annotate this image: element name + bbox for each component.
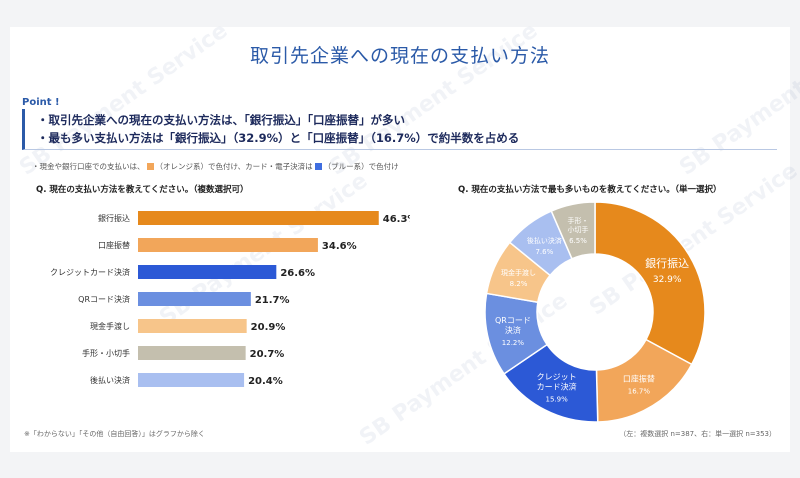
donut-slice-label: QRコード	[495, 316, 531, 325]
bar-category-label: 手形・小切手	[82, 348, 130, 358]
donut-slice	[594, 201, 706, 366]
bar	[138, 319, 247, 333]
bar	[138, 346, 246, 360]
donut-slice-label-group: 口座振替 16.7%	[623, 374, 655, 396]
donut-chart: 銀行振込 32.9% 口座振替 16.7% クレジットカード決済 15.9% QRコード決済…	[484, 201, 706, 423]
note-blue: （ブルー系）で色付け	[323, 162, 399, 171]
note-prefix: ・現金や銀行口座での支払いは、	[32, 162, 145, 171]
donut-slice-label: 口座振替	[623, 374, 655, 384]
note-orange: （オレンジ系）で色付け、カード・電子決済は	[155, 162, 313, 171]
donut-chart-question: Q. 現在の支払い方法で最も多いものを教えてください。（単一選択）	[458, 185, 722, 195]
point-line-1: ・取引先企業への現在の支払い方法は、「銀行振込」「口座振替」が多い	[37, 113, 405, 127]
bar-category-label: 銀行振込	[98, 213, 130, 223]
donut-slice-label: 決済	[505, 325, 521, 335]
donut-slice-value: 32.9%	[653, 275, 682, 285]
donut-slice-label: 銀行振込	[645, 256, 689, 270]
bar-value-label: 26.6%	[280, 268, 315, 279]
bar-value-label: 46.3%	[383, 214, 410, 225]
bar-category-label: QRコード決済	[78, 294, 130, 304]
donut-slice-value: 15.9%	[546, 396, 569, 404]
donut-slice-label: クレジット	[537, 373, 577, 382]
bar	[138, 265, 277, 279]
orange-swatch	[146, 163, 154, 170]
donut-slice-label-group: QRコード決済 12.2%	[495, 316, 531, 347]
footer-sample-size: （左：複数選択 n=387、右：単一選択 n=353）	[619, 430, 776, 438]
donut-slice-label-group: 後払い決済 7.6%	[527, 236, 562, 256]
donut-slice-value: 8.2%	[510, 280, 528, 288]
bar-chart: 銀行振込 46.3% 口座振替 34.6% クレジットカード決済 26.6% QRコード決済…	[50, 211, 410, 387]
blue-swatch	[314, 163, 322, 170]
bar	[138, 373, 245, 387]
bar-category-label: 現金手渡し	[90, 321, 130, 331]
point-line-2: ・最も多い支払い方法は「銀行振込」（32.9%）と「口座振替」（16.7%）で約…	[37, 131, 520, 145]
page-title: 取引先企業への現在の支払い方法	[249, 45, 550, 67]
donut-slice-label: 手形・	[567, 216, 588, 225]
bar	[138, 238, 318, 252]
bar-value-label: 20.7%	[250, 349, 285, 360]
slide: SB Payment Service SB Payment Service SB…	[10, 18, 800, 452]
footer-note: ※「わからない」「その他（自由回答）」はグラフから除く	[24, 430, 205, 438]
donut-slice-label-group: 手形・小切手 6.5%	[567, 216, 588, 245]
donut-slice	[550, 201, 596, 260]
donut-slice-label-group: 現金手渡し 8.2%	[501, 268, 536, 288]
point-label: Point !	[22, 97, 60, 108]
bar-value-label: 34.6%	[322, 241, 357, 252]
donut-slice-value: 12.2%	[502, 339, 525, 347]
bar	[138, 292, 251, 306]
bar	[138, 211, 379, 225]
bar-category-label: クレジットカード決済	[50, 267, 130, 277]
bar-category-label: 口座振替	[98, 240, 130, 250]
donut-slice-label-group: 銀行振込 32.9%	[645, 256, 689, 285]
donut-slice-value: 7.6%	[535, 248, 553, 256]
donut-slice-label: 小切手	[567, 225, 588, 234]
donut-slice-value: 16.7%	[628, 388, 651, 396]
bar-chart-question: Q. 現在の支払い方法を教えてください。（複数選択可）	[36, 185, 249, 195]
donut-slice-label-group: クレジットカード決済 15.9%	[537, 373, 577, 404]
bar-value-label: 20.9%	[251, 322, 286, 333]
donut-slice-value: 6.5%	[569, 237, 587, 245]
donut-slice-label: カード決済	[537, 382, 577, 392]
color-note: ・現金や銀行口座での支払いは、 （オレンジ系）で色付け、カード・電子決済は （ブルー…	[32, 161, 399, 172]
bar-value-label: 21.7%	[255, 295, 290, 306]
bar-category-label: 後払い決済	[90, 375, 130, 385]
donut-slice-label: 現金手渡し	[501, 268, 536, 277]
point-box: ・取引先企業への現在の支払い方法は、「銀行振込」「口座振替」が多い ・最も多い支…	[22, 109, 777, 150]
bar-value-label: 20.4%	[248, 376, 283, 387]
donut-slice-label: 後払い決済	[527, 236, 562, 245]
